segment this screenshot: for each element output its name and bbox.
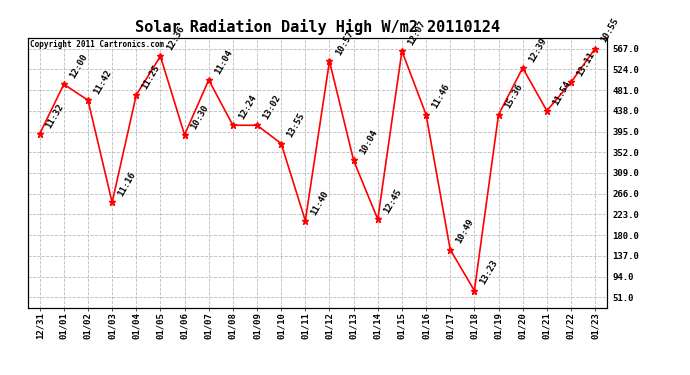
Text: Copyright 2011 Cartronics.com: Copyright 2011 Cartronics.com — [30, 40, 165, 49]
Text: 13:11: 13:11 — [575, 50, 596, 78]
Text: 13:55: 13:55 — [286, 112, 306, 140]
Text: 12:07: 12:07 — [406, 19, 427, 47]
Text: 11:42: 11:42 — [92, 68, 113, 96]
Text: 12:36: 12:36 — [165, 24, 186, 52]
Title: Solar Radiation Daily High W/m2 20110124: Solar Radiation Daily High W/m2 20110124 — [135, 19, 500, 35]
Text: 10:49: 10:49 — [455, 218, 475, 246]
Text: 11:32: 11:32 — [44, 102, 65, 130]
Text: 10:30: 10:30 — [189, 103, 210, 131]
Text: 12:39: 12:39 — [527, 36, 548, 64]
Text: 13:23: 13:23 — [479, 259, 500, 286]
Text: 11:04: 11:04 — [213, 48, 234, 76]
Text: 13:02: 13:02 — [262, 93, 282, 121]
Text: 15:36: 15:36 — [503, 83, 524, 111]
Text: 11:54: 11:54 — [551, 79, 572, 106]
Text: 11:25: 11:25 — [141, 63, 161, 91]
Text: 11:46: 11:46 — [431, 83, 451, 111]
Text: 12:00: 12:00 — [68, 53, 89, 80]
Text: 11:40: 11:40 — [310, 189, 331, 216]
Text: 11:16: 11:16 — [117, 171, 137, 198]
Text: 10:57: 10:57 — [334, 29, 355, 57]
Text: 12:24: 12:24 — [237, 93, 258, 121]
Text: 12:45: 12:45 — [382, 188, 403, 215]
Text: 10:55: 10:55 — [600, 16, 620, 44]
Text: 10:04: 10:04 — [358, 129, 379, 156]
